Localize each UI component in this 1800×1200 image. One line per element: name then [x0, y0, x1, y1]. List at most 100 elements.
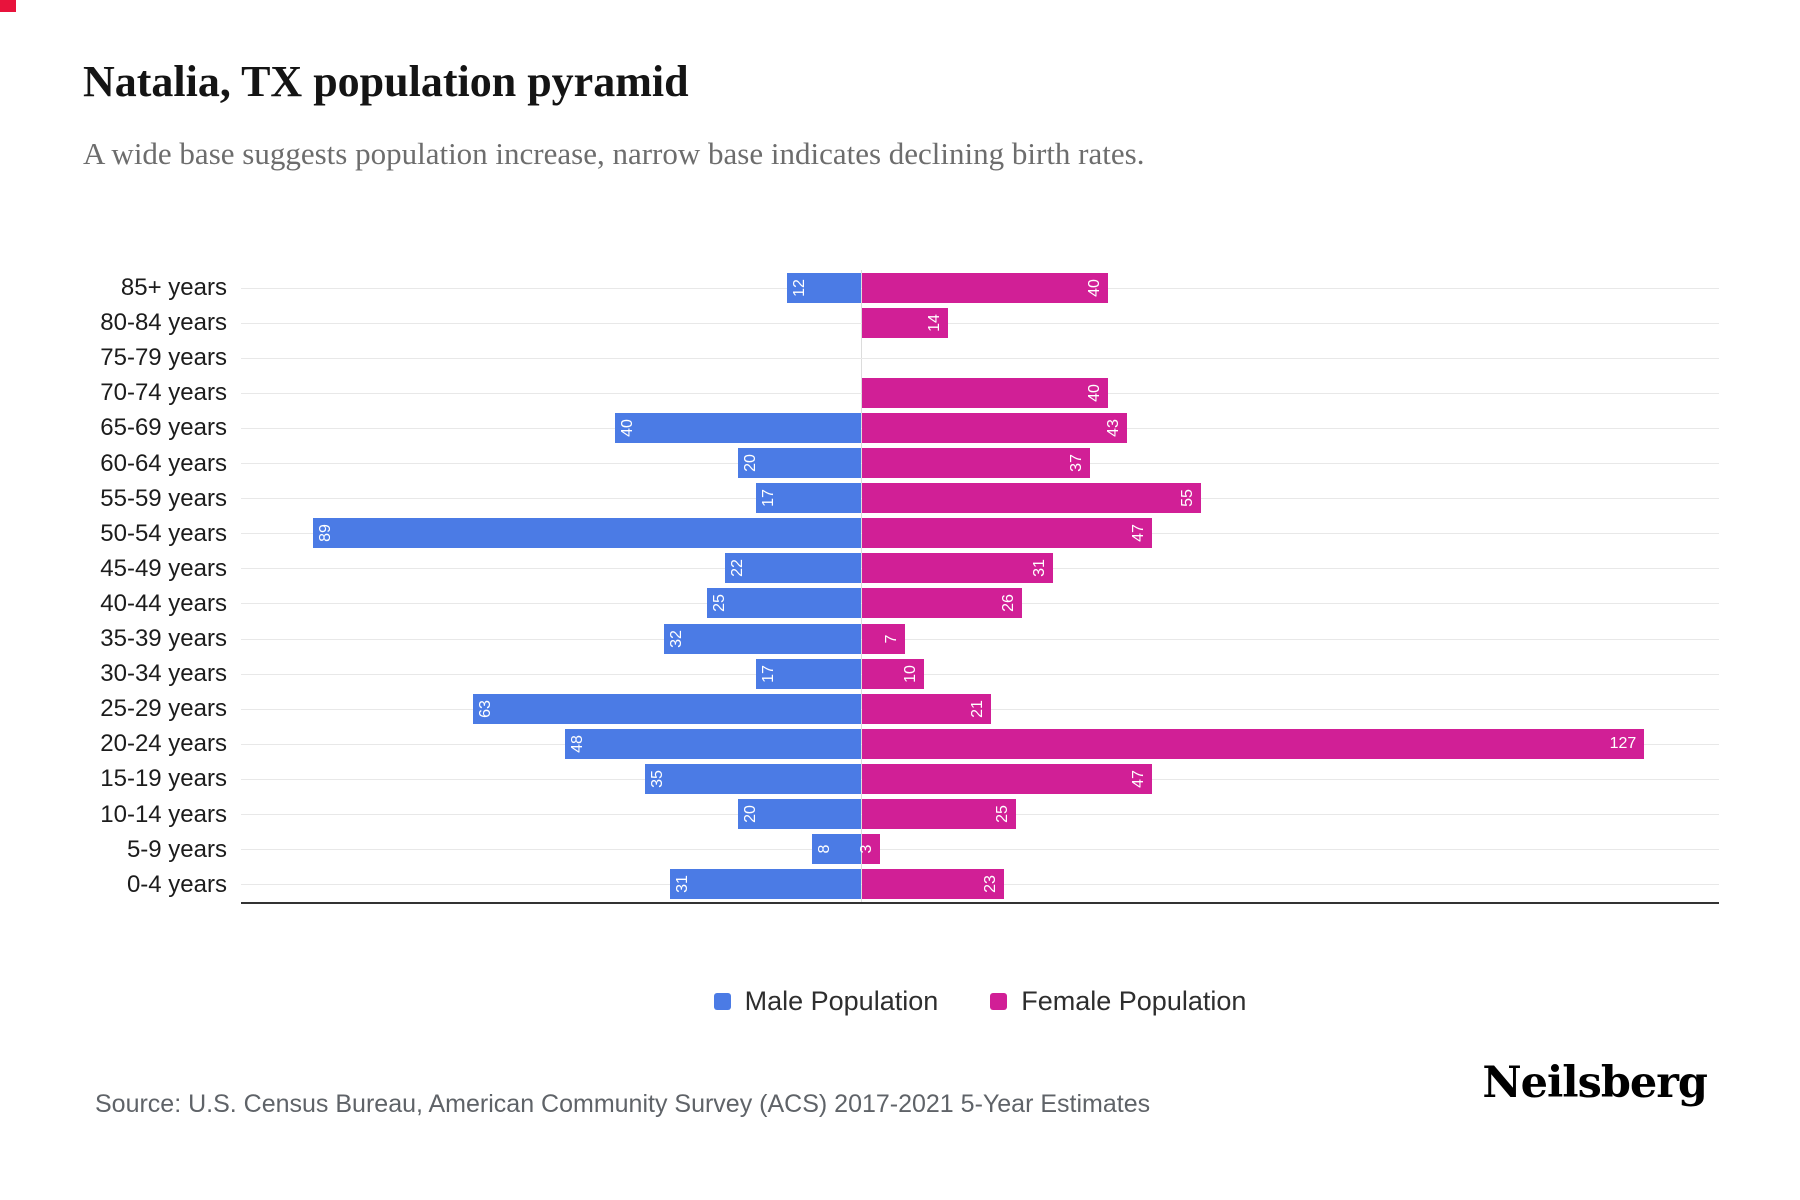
bar-value-label: 48	[569, 734, 587, 753]
y-axis-label: 45-49 years	[100, 554, 227, 582]
male-bar[interactable]: 48	[565, 728, 861, 759]
bar-value-label: 25	[711, 594, 728, 613]
bar-value-label: 20	[741, 454, 759, 472]
y-axis-label: 0-4 years	[126, 870, 227, 898]
source-text: Source: U.S. Census Bureau, American Com…	[95, 1090, 1151, 1118]
gridline	[241, 849, 1719, 851]
bar-value-label: 8	[815, 844, 833, 854]
gridline	[241, 638, 1719, 640]
bar-value-label: 47	[1129, 770, 1147, 788]
bar-value-label: 20	[741, 805, 759, 823]
y-axis-label: 70-74 years	[100, 379, 227, 407]
female-bar[interactable]: 40	[862, 377, 1109, 408]
bar-value-label: 40	[1086, 278, 1104, 297]
male-bar[interactable]: 17	[756, 483, 861, 514]
bar-value-label: 32	[667, 629, 685, 648]
female-bar[interactable]: 23	[862, 869, 1004, 900]
bar-value-label: 40	[1086, 383, 1104, 402]
male-bar[interactable]: 89	[312, 518, 861, 549]
bar-value-label: 7	[883, 634, 901, 643]
female-bar[interactable]: 47	[862, 518, 1152, 549]
legend-item-female[interactable]: Female Population	[990, 986, 1246, 1017]
y-axis-label: 35-39 years	[100, 625, 227, 652]
male-bar[interactable]: 35	[645, 763, 861, 794]
bar-value-label: 37	[1067, 454, 1085, 472]
female-bar[interactable]: 31	[862, 553, 1053, 584]
bar-value-label: 40	[618, 419, 636, 437]
y-axis-label: 25-29 years	[100, 695, 227, 723]
y-axis-label: 65-69 years	[100, 414, 227, 442]
male-bar[interactable]: 32	[663, 623, 861, 654]
male-bar[interactable]: 20	[737, 799, 861, 830]
y-axis-label: 20-24 years	[100, 730, 227, 758]
bar-value-label: 43	[1104, 419, 1122, 437]
legend-item-male[interactable]: Male Population	[713, 986, 939, 1017]
y-axis-label: 10-14 years	[100, 800, 227, 828]
bar-value-label: 31	[674, 875, 692, 894]
bar-value-label: 25	[994, 805, 1011, 823]
female-legend-swatch	[990, 993, 1008, 1010]
center-axis-line	[861, 270, 862, 902]
bar-value-label: 47	[1129, 524, 1147, 543]
bar-value-label: 17	[760, 489, 778, 508]
male-bar[interactable]: 22	[725, 553, 861, 584]
male-bar[interactable]: 20	[737, 448, 861, 479]
bar-value-label: 22	[729, 559, 747, 578]
x-axis-line	[241, 901, 1719, 904]
bar-value-label: 63	[476, 699, 494, 718]
y-axis-label: 50-54 years	[100, 519, 227, 547]
female-legend-label: Female Population	[1021, 986, 1247, 1016]
female-bar[interactable]: 40	[862, 272, 1109, 303]
bar-value-label: 12	[791, 278, 809, 297]
female-bar[interactable]: 26	[862, 588, 1023, 619]
bar-value-label: 23	[981, 875, 999, 894]
bar-value-label: 26	[1000, 594, 1018, 613]
male-bar[interactable]: 8	[811, 834, 861, 865]
bar-value-label: 35	[649, 770, 667, 788]
male-bar[interactable]: 63	[472, 693, 861, 724]
male-bar[interactable]: 17	[756, 658, 861, 689]
y-axis-label: 55-59 years	[100, 484, 227, 512]
male-bar[interactable]: 25	[707, 588, 861, 619]
gridline	[241, 322, 1719, 324]
male-bar[interactable]: 31	[670, 869, 861, 900]
bar-value-label: 10	[901, 664, 919, 683]
female-bar[interactable]: 3	[858, 834, 881, 865]
bar-value-label: 17	[760, 664, 778, 683]
bar-value-label: 89	[316, 524, 334, 543]
bar-value-label: 14	[926, 313, 944, 332]
male-legend-swatch	[713, 993, 731, 1010]
female-bar[interactable]: 25	[862, 799, 1016, 830]
male-legend-label: Male Population	[744, 986, 939, 1016]
chart-title: Natalia, TX population pyramid	[83, 57, 689, 106]
male-bar[interactable]: 12	[787, 272, 861, 303]
y-axis-label: 85+ years	[120, 274, 227, 301]
bar-value-label: 21	[969, 699, 987, 718]
y-axis-label: 75-79 years	[100, 344, 227, 372]
bar-value-label: 3	[858, 844, 876, 854]
y-axis-label: 15-19 years	[100, 765, 227, 793]
chart-legend: Male Population Female Population	[80, 986, 1800, 1017]
chart-subtitle: A wide base suggests population increase…	[83, 136, 1145, 171]
y-axis-label: 40-44 years	[100, 589, 227, 617]
bar-value-label: 55	[1178, 489, 1196, 508]
female-bar[interactable]: 37	[862, 448, 1090, 479]
brand-logo: Neilsberg	[1482, 1058, 1708, 1108]
female-bar[interactable]: 127	[862, 728, 1645, 759]
corner-accent	[0, 0, 16, 12]
female-bar[interactable]: 14	[862, 307, 949, 338]
y-axis-label: 5-9 years	[126, 835, 227, 863]
gridline	[241, 357, 1719, 359]
male-bar[interactable]: 40	[614, 412, 861, 443]
female-bar[interactable]: 47	[862, 763, 1152, 794]
gridline	[241, 673, 1719, 675]
female-bar[interactable]: 10	[862, 658, 924, 689]
female-bar[interactable]: 55	[862, 483, 1201, 514]
female-bar[interactable]: 43	[862, 412, 1127, 443]
y-axis-label: 80-84 years	[100, 309, 227, 337]
y-axis-label: 60-64 years	[100, 449, 227, 477]
bar-value-label: 31	[1030, 559, 1048, 578]
female-bar[interactable]: 7	[862, 623, 906, 654]
female-bar[interactable]: 21	[862, 693, 992, 724]
